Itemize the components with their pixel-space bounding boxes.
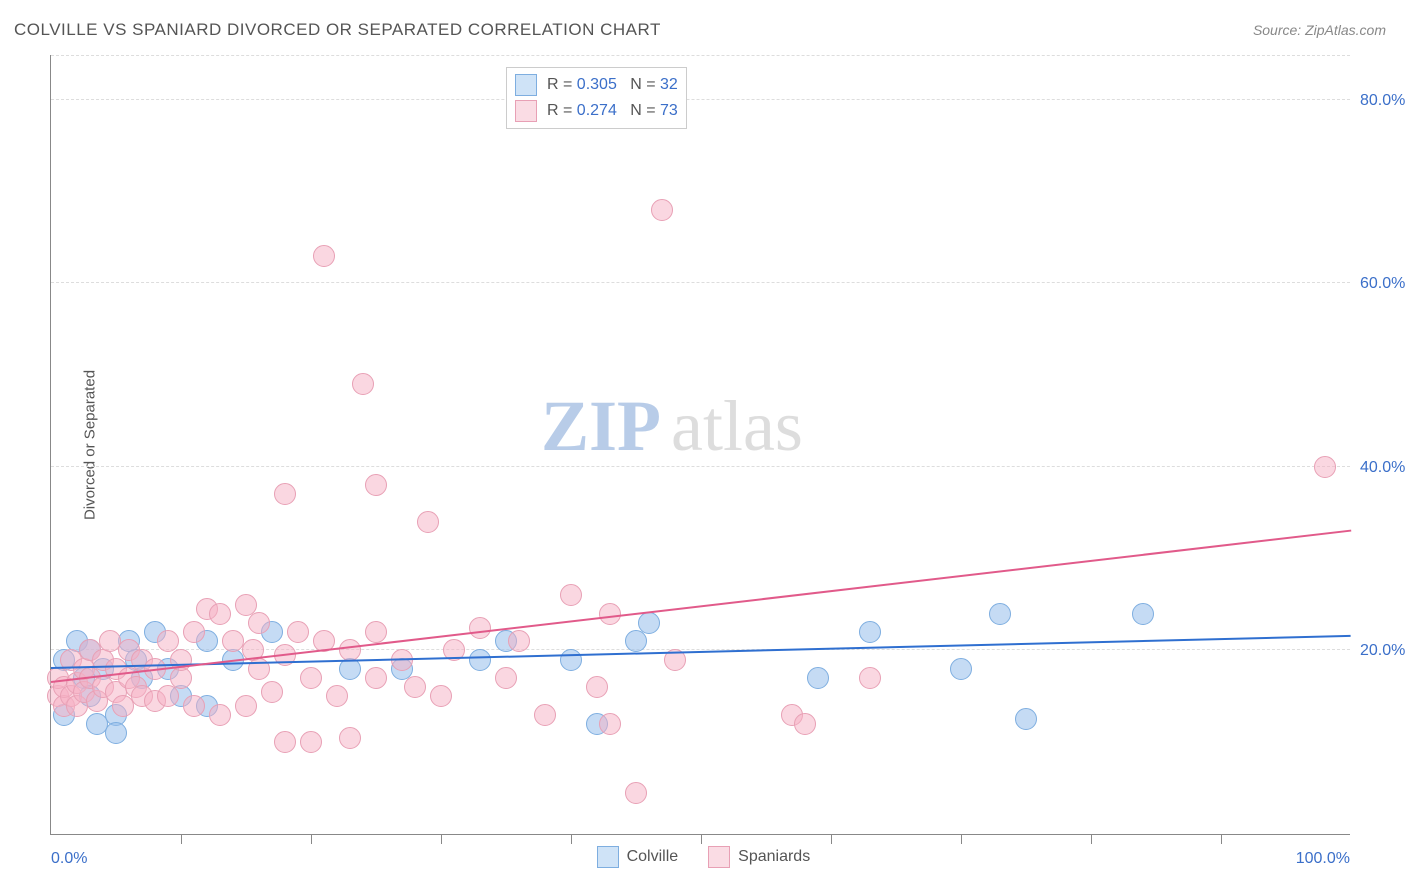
scatter-point	[989, 603, 1011, 625]
scatter-point	[599, 713, 621, 735]
scatter-point	[586, 676, 608, 698]
scatter-point	[625, 630, 647, 652]
gridline	[51, 282, 1350, 283]
scatter-point	[248, 612, 270, 634]
scatter-point	[1314, 456, 1336, 478]
scatter-point	[287, 621, 309, 643]
y-tick-label: 40.0%	[1360, 459, 1406, 477]
correlation-stats-box: R = 0.305 N = 32 R = 0.274 N = 73	[506, 67, 687, 129]
scatter-point	[495, 667, 517, 689]
scatter-point	[183, 695, 205, 717]
scatter-point	[599, 603, 621, 625]
scatter-point	[274, 483, 296, 505]
scatter-point	[313, 245, 335, 267]
scatter-point	[794, 713, 816, 735]
swatch-icon	[515, 74, 537, 96]
scatter-point	[339, 639, 361, 661]
swatch-icon	[597, 846, 619, 868]
stats-text: R = 0.274 N = 73	[547, 102, 678, 120]
x-tick	[1091, 834, 1092, 844]
chart-plot-area: Divorced or Separated 20.0%40.0%60.0%80.…	[50, 55, 1350, 835]
scatter-point	[560, 649, 582, 671]
scatter-point	[300, 731, 322, 753]
scatter-point	[105, 722, 127, 744]
scatter-point	[209, 603, 231, 625]
chart-container: COLVILLE VS SPANIARD DIVORCED OR SEPARAT…	[0, 0, 1406, 892]
scatter-point	[950, 658, 972, 680]
scatter-point	[352, 373, 374, 395]
y-tick-label: 60.0%	[1360, 275, 1406, 293]
x-axis-max-label: 100.0%	[1296, 850, 1350, 868]
scatter-point	[1132, 603, 1154, 625]
swatch-icon	[515, 100, 537, 122]
gridline	[51, 55, 1350, 56]
scatter-point	[300, 667, 322, 689]
scatter-point	[859, 667, 881, 689]
scatter-point	[404, 676, 426, 698]
scatter-point	[365, 621, 387, 643]
scatter-point	[274, 731, 296, 753]
y-tick-label: 20.0%	[1360, 642, 1406, 660]
scatter-point	[157, 685, 179, 707]
gridline	[51, 466, 1350, 467]
scatter-point	[625, 782, 647, 804]
scatter-point	[365, 667, 387, 689]
legend-item: Spaniards	[708, 846, 810, 868]
source-link[interactable]: ZipAtlas.com	[1305, 22, 1386, 38]
scatter-point	[365, 474, 387, 496]
legend-item: Colville	[597, 846, 679, 868]
scatter-point	[261, 681, 283, 703]
gridline	[51, 99, 1350, 100]
scatter-point	[1015, 708, 1037, 730]
scatter-point	[651, 199, 673, 221]
scatter-point	[859, 621, 881, 643]
scatter-point	[430, 685, 452, 707]
chart-title: COLVILLE VS SPANIARD DIVORCED OR SEPARAT…	[14, 20, 661, 40]
scatter-point	[534, 704, 556, 726]
legend: Colville Spaniards	[597, 846, 811, 868]
x-tick	[571, 834, 572, 844]
scatter-point	[326, 685, 348, 707]
x-tick	[831, 834, 832, 844]
x-axis-min-label: 0.0%	[51, 850, 87, 868]
scatter-point	[508, 630, 530, 652]
scatter-point	[235, 695, 257, 717]
x-tick	[181, 834, 182, 844]
scatter-point	[560, 584, 582, 606]
scatter-point	[807, 667, 829, 689]
scatter-point	[209, 704, 231, 726]
y-tick-label: 80.0%	[1360, 92, 1406, 110]
scatter-point	[469, 617, 491, 639]
x-tick	[701, 834, 702, 844]
scatter-point	[417, 511, 439, 533]
stats-row: R = 0.274 N = 73	[515, 98, 678, 124]
legend-label: Spaniards	[738, 848, 810, 866]
stats-text: R = 0.305 N = 32	[547, 76, 678, 94]
source-label: Source:	[1253, 22, 1301, 38]
watermark-atlas: atlas	[671, 385, 803, 468]
stats-row: R = 0.305 N = 32	[515, 72, 678, 98]
x-tick	[311, 834, 312, 844]
chart-source: Source: ZipAtlas.com	[1253, 22, 1386, 38]
x-tick	[961, 834, 962, 844]
scatter-point	[469, 649, 491, 671]
scatter-point	[638, 612, 660, 634]
scatter-point	[339, 727, 361, 749]
watermark-zip: ZIP	[541, 385, 661, 468]
x-tick	[441, 834, 442, 844]
y-axis-label: Divorced or Separated	[82, 369, 99, 519]
legend-label: Colville	[627, 848, 679, 866]
swatch-icon	[708, 846, 730, 868]
x-tick	[1221, 834, 1222, 844]
scatter-point	[183, 621, 205, 643]
